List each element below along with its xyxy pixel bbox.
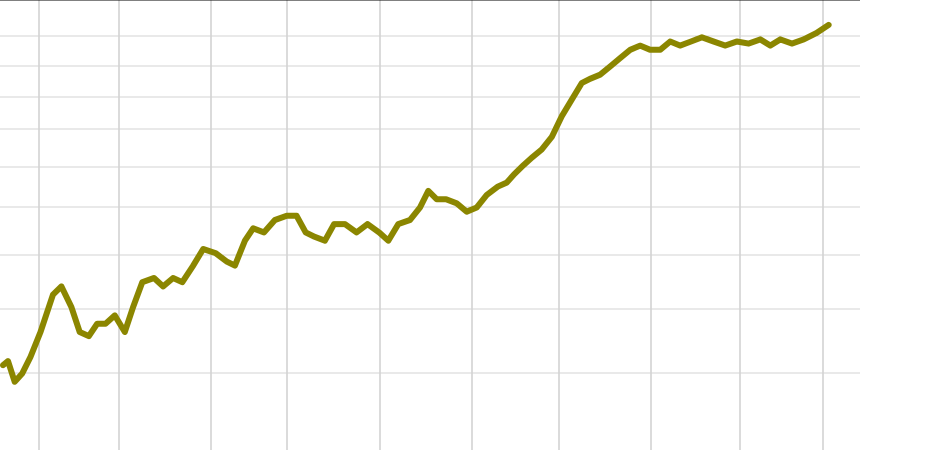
series-line — [0, 21, 832, 385]
grid — [0, 0, 860, 450]
